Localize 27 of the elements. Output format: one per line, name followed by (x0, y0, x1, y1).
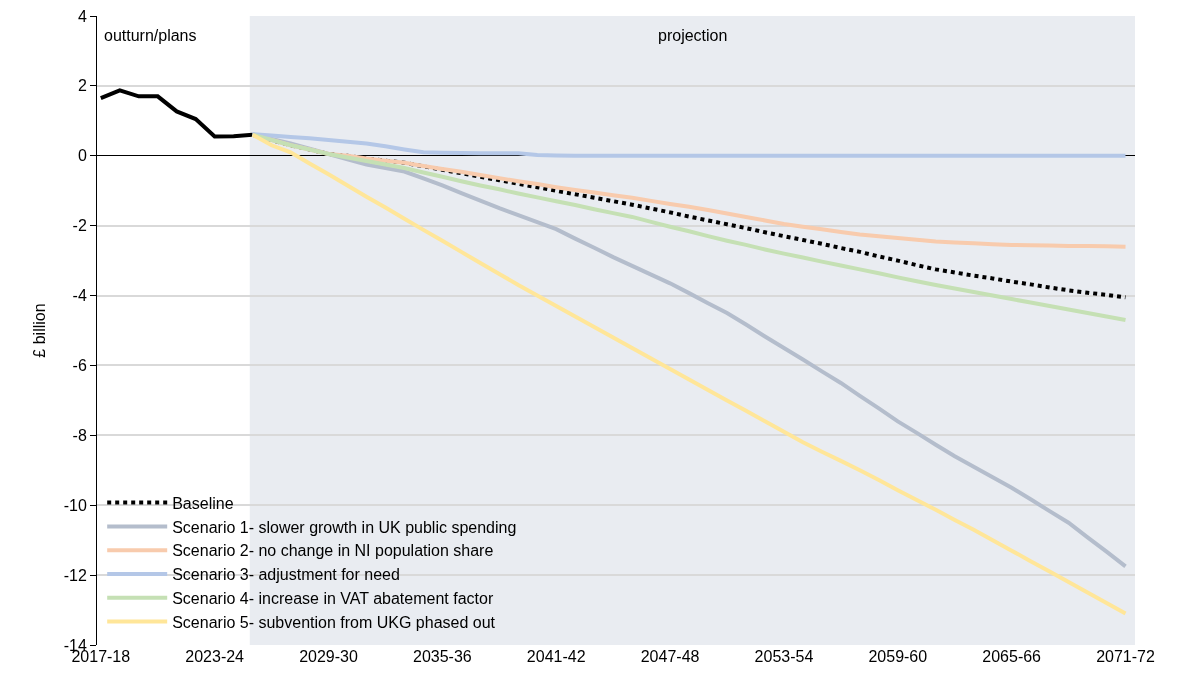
y-tick-label: 4 (77, 7, 87, 25)
x-tick-label: 2041-42 (526, 648, 586, 665)
annotation: projection (658, 27, 728, 44)
x-tick-label: 2059-60 (868, 648, 928, 665)
y-tick-label: -8 (72, 426, 87, 444)
x-tick-label: 2053-54 (754, 648, 814, 665)
y-tick-label: 0 (77, 147, 87, 165)
x-tick-label: 2029-30 (299, 648, 358, 665)
x-tick-label: 2023-24 (185, 648, 245, 665)
x-tick-label: 2047-48 (640, 648, 700, 665)
y-tick-label: -4 (72, 287, 87, 305)
y-axis-title: £ billion (30, 303, 48, 358)
annotation: outturn/plans (104, 27, 197, 44)
x-tick-label: 2035-36 (413, 648, 472, 665)
legend-label: Scenario 5- subvention from UKG phased out (172, 613, 496, 631)
legend-label: Baseline (172, 494, 234, 512)
legend-label: Scenario 4- increase in VAT abatement factor (172, 590, 494, 608)
legend-label: Scenario 1- slower growth in UK public spending (172, 518, 517, 536)
y-tick-label: 2 (77, 77, 87, 95)
x-tick-label: 2071-72 (1096, 648, 1155, 665)
legend-label: Scenario 3- adjustment for need (172, 566, 400, 584)
y-tick-label: -2 (72, 217, 87, 235)
legend-label: Scenario 2- no change in NI population share (172, 542, 494, 560)
x-tick-label: 2065-66 (982, 648, 1042, 665)
y-tick-label: -10 (63, 496, 87, 514)
y-tick-label: -12 (63, 566, 87, 584)
y-tick-label: -6 (72, 357, 87, 375)
